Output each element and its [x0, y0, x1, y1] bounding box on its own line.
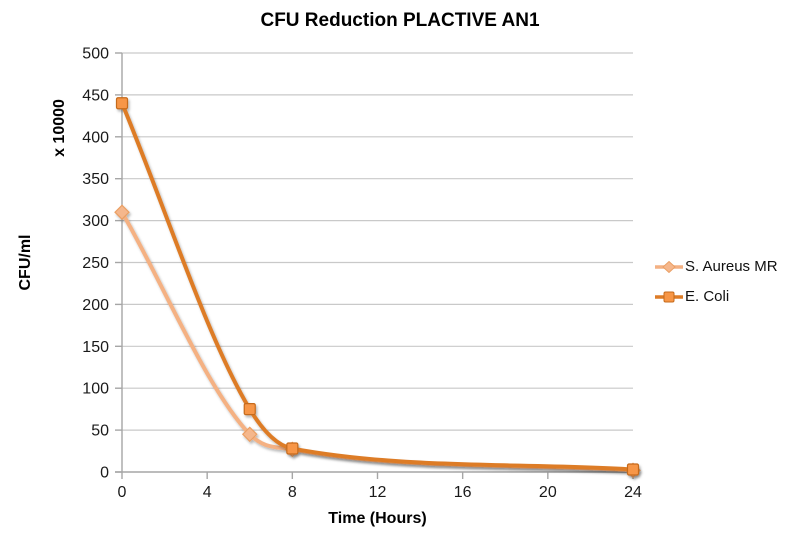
y-tick-label: 450	[82, 87, 109, 104]
data-point-e-coli	[626, 463, 640, 476]
square-marker-icon	[655, 291, 683, 302]
y-tick-label: 150	[82, 339, 109, 356]
data-point-e-coli	[115, 97, 129, 110]
legend-label: E. Coli	[685, 288, 730, 305]
x-tick-label: 12	[369, 484, 387, 501]
legend-label: S. Aureus MR	[685, 258, 778, 275]
data-point-s-aureus-mr	[114, 204, 130, 221]
y-tick-label: 0	[100, 465, 109, 482]
x-tick-label: 16	[454, 484, 472, 501]
legend-item-s-aureus-mr: S. Aureus MR	[654, 258, 778, 275]
x-tick-label: 24	[624, 484, 642, 501]
x-tick-label: 20	[539, 484, 557, 501]
x-tick-label: 8	[288, 484, 297, 501]
y-tick-label: 350	[82, 171, 109, 188]
y-tick-label: 100	[82, 381, 109, 398]
y-tick-label: 200	[82, 297, 109, 314]
series-e-coli	[115, 97, 640, 476]
series-line-e-coli	[120, 101, 635, 472]
x-tick-label: 4	[203, 484, 212, 501]
legend: S. Aureus MR E. Coli	[654, 258, 778, 305]
y-unit-label: x 10000	[51, 99, 68, 157]
y-tick-label: 400	[82, 129, 109, 146]
data-point-s-aureus-mr	[241, 426, 258, 443]
y-tick-label: 300	[82, 213, 109, 230]
x-axis-title: Time (Hours)	[328, 510, 426, 527]
series-line-s-aureus-mr	[120, 210, 635, 473]
chart-title: CFU Reduction PLACTIVE AN1	[260, 10, 540, 31]
data-point-e-coli	[243, 403, 256, 416]
y-tick-label: 250	[82, 255, 109, 272]
legend-item-e-coli: E. Coli	[654, 288, 778, 305]
data-point-e-coli	[286, 442, 299, 455]
y-axis-title: CFU/ml	[17, 235, 34, 291]
series-s-aureus-mr	[114, 204, 641, 479]
y-tick-label: 50	[91, 423, 109, 440]
y-tick-label: 500	[82, 46, 109, 63]
diamond-marker-icon	[655, 260, 683, 273]
x-tick-label: 0	[118, 484, 127, 501]
